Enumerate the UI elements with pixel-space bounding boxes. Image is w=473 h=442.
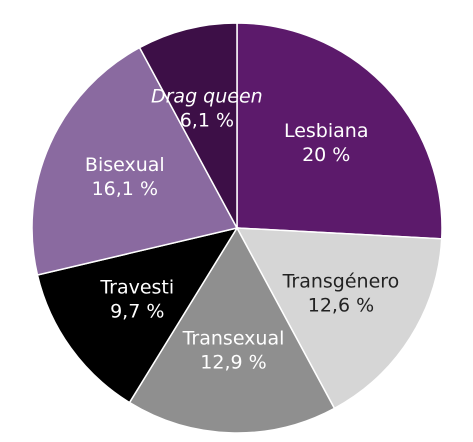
slice-value-label: 9,7 % — [110, 300, 164, 322]
pie-slice — [236, 22, 443, 240]
slice-value-label: 20 % — [302, 144, 350, 166]
pie-slice — [138, 22, 238, 229]
slice-label: Transgénero — [282, 270, 400, 292]
slice-label: Lesbiana — [284, 120, 369, 142]
pie-slice — [36, 226, 239, 404]
slice-label: Bisexual — [85, 154, 165, 176]
slice-value-label: 16,1 % — [92, 178, 158, 200]
slice-value-label: 12,9 % — [200, 351, 266, 373]
pie-slice — [235, 227, 443, 410]
pie-slice — [128, 226, 336, 434]
slice-label: Transexual — [182, 327, 285, 349]
slice-label: Travesti — [99, 276, 174, 298]
slice-value-label: 12,6 % — [308, 294, 374, 316]
pie-slice — [31, 46, 239, 276]
slice-value-label: 6,1 % — [180, 109, 234, 131]
slice-label: Drag queen — [151, 85, 263, 107]
